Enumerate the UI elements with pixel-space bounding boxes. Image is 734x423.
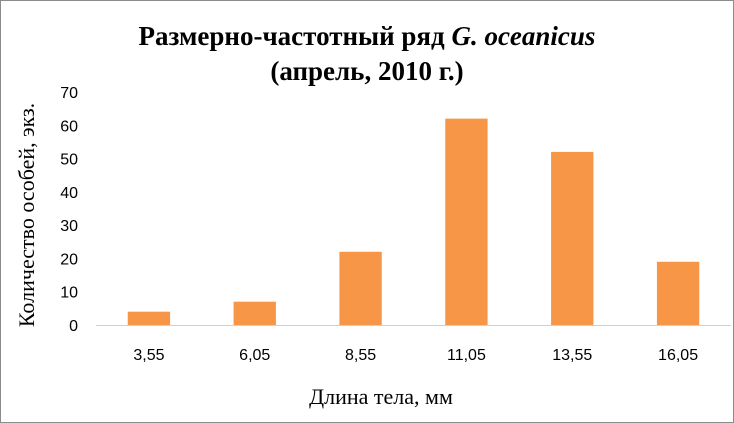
bar-2 — [233, 301, 276, 325]
bar-3 — [339, 251, 382, 325]
y-axis-title: Количество особей, экз. — [14, 103, 39, 327]
y-tick-label: 40 — [60, 185, 78, 202]
x-tick-label: 6,05 — [239, 347, 270, 364]
chart-title-line2: (апрель, 2010 г.) — [270, 56, 463, 86]
y-tick-label: 30 — [60, 218, 78, 235]
y-axis-ticks: 0 10 20 30 40 50 60 70 — [60, 85, 78, 335]
bar-4 — [445, 118, 488, 325]
x-axis-ticks: 3,55 6,05 8,55 11,05 13,55 16,05 — [133, 347, 698, 364]
x-tick-label: 11,05 — [447, 347, 486, 364]
x-tick-label: 8,55 — [345, 347, 376, 364]
y-tick-label: 10 — [60, 285, 78, 302]
x-tick-label: 16,05 — [658, 347, 698, 364]
x-axis-title: Длина тела, мм — [309, 384, 453, 409]
bars — [127, 118, 700, 325]
x-tick-label: 3,55 — [133, 347, 164, 364]
y-tick-label: 20 — [60, 251, 78, 268]
y-tick-label: 50 — [60, 152, 78, 169]
x-tick-label: 13,55 — [552, 347, 592, 364]
bar-6 — [656, 261, 700, 325]
chart-title-line1: Размерно-частотный ряд G. oceanicus — [139, 21, 596, 51]
y-tick-label: 70 — [60, 85, 78, 102]
bar-1 — [127, 311, 171, 325]
bar-5 — [551, 151, 594, 325]
y-tick-label: 60 — [60, 118, 78, 135]
y-tick-label: 0 — [69, 318, 78, 335]
